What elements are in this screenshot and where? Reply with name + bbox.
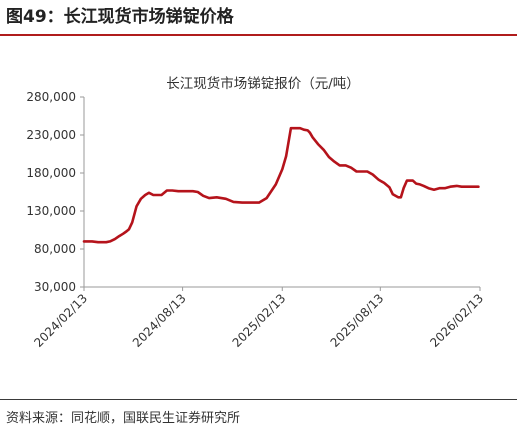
x-tick-label: 2025/08/13 xyxy=(328,291,387,350)
x-axis: 2024/02/13 2024/08/13 2025/02/13 2025/08/13… xyxy=(31,287,486,350)
y-tick-label: 80,000 xyxy=(34,242,76,256)
y-axis: 280,000 230,000 180,000 130,000 80,000 30,000 xyxy=(26,90,84,294)
y-tick-label: 230,000 xyxy=(26,128,76,142)
footer-rule xyxy=(0,399,517,400)
y-tick-label: 130,000 xyxy=(26,204,76,218)
chart-title: 长江现货市场锑锭报价（元/吨） xyxy=(166,75,360,92)
figure-title: 图49：长江现货市场锑锭价格 xyxy=(6,7,234,27)
title-rule xyxy=(0,34,517,36)
series-line xyxy=(82,126,480,244)
y-tick-label: 280,000 xyxy=(26,90,76,104)
x-tick-label: 2024/08/13 xyxy=(130,291,189,350)
x-tick-label: 2024/02/13 xyxy=(31,291,90,350)
y-tick-label: 180,000 xyxy=(26,166,76,180)
x-tick-label: 2026/02/13 xyxy=(427,291,486,350)
y-tick-label: 30,000 xyxy=(34,280,76,294)
line-chart: 长江现货市场锑锭报价（元/吨） 280,000 230,000 180,000 130… xyxy=(26,75,486,350)
x-tick-label: 2025/02/13 xyxy=(230,291,289,350)
source-note: 资料来源：同花顺，国联民生证券研究所 xyxy=(6,411,241,426)
